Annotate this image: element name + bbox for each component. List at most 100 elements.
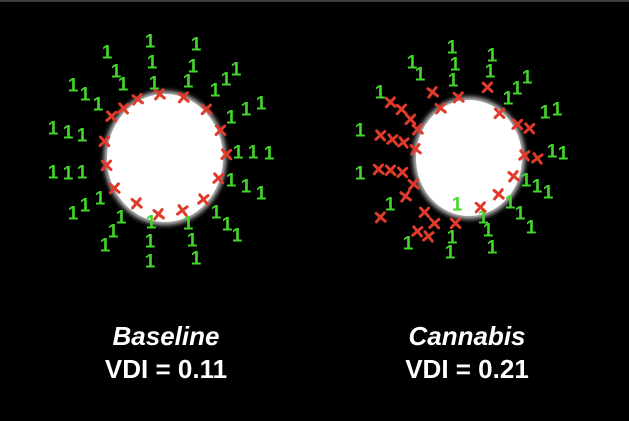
aligned-mark-1: 1 — [414, 64, 426, 86]
cannabis-vdi-value: VDI = 0.21 — [405, 353, 529, 384]
aligned-mark-1: 1 — [446, 227, 458, 249]
aligned-mark-1: 1 — [546, 141, 558, 163]
aligned-mark-1: 1 — [110, 61, 122, 83]
disparity-mark-x — [407, 141, 424, 158]
aligned-mark-1: 1 — [182, 213, 194, 235]
aligned-mark-1: 1 — [446, 37, 458, 59]
aligned-mark-1: 1 — [144, 231, 156, 253]
aligned-mark-1: 1 — [79, 84, 91, 106]
aligned-mark-1: 1 — [92, 94, 104, 116]
aligned-mark-1: 1 — [79, 195, 91, 217]
baseline-caption: Baseline VDI = 0.11 — [105, 322, 227, 383]
aligned-mark-1: 1 — [145, 212, 157, 234]
aligned-mark-1: 1 — [525, 217, 537, 239]
aligned-mark-1: 1 — [221, 214, 233, 236]
aligned-mark-1: 1 — [231, 225, 243, 247]
cannabis-title: Cannabis — [408, 321, 526, 351]
aligned-mark-1: 1 — [374, 82, 386, 104]
disparity-mark-x — [394, 164, 410, 180]
disparity-mark-x — [447, 215, 462, 230]
aligned-mark-1: 1 — [67, 75, 79, 97]
aligned-mark-1: 1 — [47, 162, 59, 184]
aligned-mark-1: 1 — [354, 163, 366, 185]
aligned-mark-1: 1 — [502, 88, 514, 110]
aligned-mark-1: 1 — [263, 143, 275, 165]
aligned-mark-1: 1 — [477, 207, 489, 229]
aligned-mark-1: 1 — [187, 56, 199, 78]
aligned-mark-1: 1 — [99, 235, 111, 257]
aligned-mark-1: 1 — [247, 142, 259, 164]
baseline-vdi-value: VDI = 0.11 — [104, 353, 228, 384]
aligned-mark-1: 1 — [144, 251, 156, 273]
aligned-mark-1: 1 — [531, 176, 543, 198]
aligned-mark-1: 1 — [240, 99, 252, 121]
disparity-mark-x — [472, 199, 488, 215]
aligned-mark-1: 1 — [94, 188, 106, 210]
aligned-mark-1: 1 — [384, 194, 396, 216]
aligned-mark-1: 1 — [240, 176, 252, 198]
aligned-mark-1: 1 — [354, 120, 366, 142]
aligned-mark-1: 1 — [62, 122, 74, 144]
aligned-mark-1: 1 — [447, 70, 459, 92]
aligned-mark-1: 1 — [486, 45, 498, 67]
disparity-mark-x — [505, 168, 522, 185]
aligned-mark-1: 1 — [255, 183, 267, 205]
aligned-mark-1: 1 — [144, 31, 156, 53]
aligned-mark-1: 1 — [449, 54, 461, 76]
aligned-mark-1: 1 — [484, 61, 496, 83]
disparity-mark-x — [492, 106, 507, 121]
aligned-mark-1: 1 — [232, 142, 244, 164]
aligned-mark-1: 1 — [220, 69, 232, 91]
aligned-mark-1: 1 — [402, 233, 414, 255]
aligned-mark-1: 1 — [190, 248, 202, 270]
aligned-mark-1: 1 — [504, 192, 516, 214]
aligned-mark-1: 1 — [444, 242, 456, 264]
aligned-mark-1: 1 — [451, 194, 463, 216]
aligned-mark-1: 1 — [117, 74, 129, 96]
aligned-mark-1: 1 — [186, 230, 198, 252]
aligned-mark-1: 1 — [148, 73, 160, 95]
aligned-mark-1: 1 — [486, 237, 498, 259]
disparity-mark-x — [490, 186, 506, 202]
disparity-mark-x — [420, 228, 437, 245]
baseline-title: Baseline — [112, 321, 220, 351]
aligned-mark-1: 1 — [520, 170, 532, 192]
aligned-mark-1: 1 — [146, 52, 158, 74]
aligned-mark-1: 1 — [62, 163, 74, 185]
aligned-mark-1: 1 — [182, 71, 194, 93]
aligned-mark-1: 1 — [406, 52, 418, 74]
aligned-mark-1: 1 — [107, 221, 119, 243]
disparity-mark-x — [432, 100, 448, 116]
aligned-mark-1: 1 — [514, 203, 526, 225]
disparity-mark-x — [521, 120, 537, 136]
disparity-mark-x — [424, 84, 441, 101]
disparity-mark-x — [450, 89, 466, 105]
aligned-mark-1: 1 — [542, 182, 554, 204]
aligned-mark-1: 1 — [521, 67, 533, 89]
aligned-mark-1: 1 — [539, 102, 551, 124]
aligned-mark-1: 1 — [210, 202, 222, 224]
aligned-mark-1: 1 — [482, 220, 494, 242]
aligned-mark-1: 1 — [209, 80, 221, 102]
aligned-mark-1: 1 — [255, 93, 267, 115]
aligned-mark-1: 1 — [511, 78, 523, 100]
aligned-mark-1: 1 — [225, 107, 237, 129]
disparity-mark-x — [402, 111, 417, 126]
disparity-mark-x — [372, 209, 388, 225]
aligned-mark-1: 1 — [67, 203, 79, 225]
aligned-mark-1: 1 — [47, 118, 59, 140]
aligned-mark-1: 1 — [115, 207, 127, 229]
disparity-mark-x — [479, 79, 495, 95]
disparity-mark-x — [529, 150, 546, 167]
aligned-mark-1: 1 — [557, 143, 569, 165]
aligned-mark-1: 1 — [101, 42, 113, 64]
aligned-mark-1: 1 — [76, 162, 88, 184]
cannabis-caption: Cannabis VDI = 0.21 — [405, 322, 529, 383]
aligned-mark-1: 1 — [225, 170, 237, 192]
aligned-mark-1: 1 — [230, 59, 242, 81]
